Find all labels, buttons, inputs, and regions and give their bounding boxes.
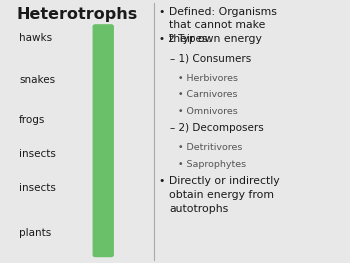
Text: hawks: hawks (19, 33, 52, 43)
Text: • Carnivores: • Carnivores (178, 90, 238, 99)
Text: • Detritivores: • Detritivores (178, 143, 243, 152)
Text: • Herbivores: • Herbivores (178, 74, 238, 83)
Text: autotrophs: autotrophs (169, 204, 228, 214)
Text: insects: insects (19, 183, 56, 193)
Text: their own energy: their own energy (169, 34, 262, 44)
Text: that cannot make: that cannot make (169, 20, 265, 30)
Text: • Omnivores: • Omnivores (178, 107, 238, 116)
Text: • Saprophytes: • Saprophytes (178, 160, 247, 169)
Text: • Directly or indirectly: • Directly or indirectly (159, 176, 280, 186)
Text: snakes: snakes (19, 75, 55, 85)
Text: Heterotrophs: Heterotrophs (16, 7, 138, 22)
Text: • Defined: Organisms: • Defined: Organisms (159, 7, 277, 17)
Text: • 2 Types:: • 2 Types: (159, 34, 211, 44)
Text: insects: insects (19, 149, 56, 159)
Text: plants: plants (19, 228, 51, 238)
Text: frogs: frogs (19, 115, 46, 125)
FancyBboxPatch shape (92, 24, 114, 257)
Text: – 2) Decomposers: – 2) Decomposers (170, 123, 264, 133)
Text: obtain energy from: obtain energy from (169, 190, 274, 200)
Text: – 1) Consumers: – 1) Consumers (170, 54, 251, 64)
